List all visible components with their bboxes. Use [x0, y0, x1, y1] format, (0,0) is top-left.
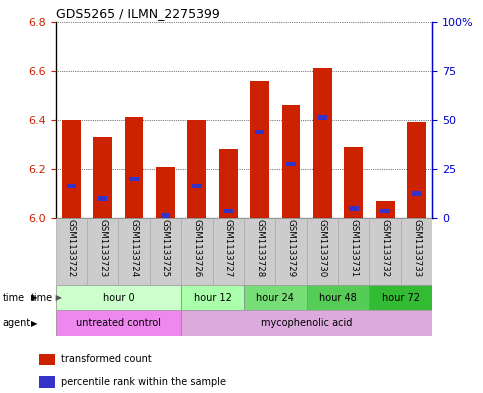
Text: GSM1133726: GSM1133726 [192, 219, 201, 278]
Text: time: time [2, 293, 25, 303]
Bar [213, 218, 244, 285]
Text: GSM1133722: GSM1133722 [67, 219, 76, 278]
Text: GSM1133725: GSM1133725 [161, 219, 170, 278]
Bar [255, 130, 264, 134]
Bar [40, 376, 56, 387]
Bar [307, 285, 369, 310]
Text: GDS5265 / ILMN_2275399: GDS5265 / ILMN_2275399 [56, 7, 219, 20]
Text: GSM1133732: GSM1133732 [381, 219, 390, 278]
Text: ▶: ▶ [31, 293, 38, 302]
Text: hour 48: hour 48 [319, 293, 357, 303]
Bar [161, 213, 170, 218]
Bar [187, 120, 206, 218]
Text: GSM1133728: GSM1133728 [255, 219, 264, 278]
Bar [181, 218, 213, 285]
Text: GSM1133727: GSM1133727 [224, 219, 233, 278]
Bar [369, 218, 401, 285]
Text: hour 24: hour 24 [256, 293, 294, 303]
Bar [56, 285, 181, 310]
Bar [412, 191, 421, 196]
Text: GSM1133730: GSM1133730 [318, 219, 327, 278]
Text: time: time [31, 293, 53, 303]
Text: GSM1133723: GSM1133723 [98, 219, 107, 278]
Bar [224, 209, 233, 213]
Bar [56, 310, 181, 336]
Bar [244, 218, 275, 285]
Bar [181, 310, 432, 336]
Text: percentile rank within the sample: percentile rank within the sample [61, 377, 227, 387]
Bar [118, 218, 150, 285]
Bar [318, 115, 327, 119]
Bar [250, 81, 269, 218]
Bar [93, 137, 112, 218]
Bar [286, 162, 296, 166]
Text: transformed count: transformed count [61, 354, 152, 364]
Bar [307, 218, 338, 285]
Bar [344, 147, 363, 218]
Bar [87, 218, 118, 285]
Bar [129, 176, 139, 181]
Text: hour 0: hour 0 [102, 293, 134, 303]
Text: hour 12: hour 12 [194, 293, 231, 303]
Bar [67, 184, 76, 188]
Bar [56, 218, 87, 285]
Bar [150, 218, 181, 285]
Bar [40, 354, 56, 365]
Text: hour 72: hour 72 [382, 293, 420, 303]
Text: ▶: ▶ [31, 319, 38, 328]
Bar [349, 206, 358, 211]
Bar [156, 167, 175, 218]
Bar [192, 184, 201, 188]
Bar [282, 105, 300, 218]
Bar [125, 118, 143, 218]
Bar [376, 201, 395, 218]
Bar [401, 218, 432, 285]
Bar [219, 149, 238, 218]
Bar [62, 120, 81, 218]
Text: mycophenolic acid: mycophenolic acid [261, 318, 353, 328]
Text: untreated control: untreated control [76, 318, 161, 328]
Bar [338, 218, 369, 285]
Text: GSM1133729: GSM1133729 [286, 219, 296, 277]
Text: GSM1133731: GSM1133731 [349, 219, 358, 278]
Text: ▶: ▶ [53, 293, 62, 302]
Bar [244, 285, 307, 310]
Bar [98, 196, 107, 201]
Bar [407, 122, 426, 218]
Text: agent: agent [2, 318, 30, 328]
Bar [369, 285, 432, 310]
Bar [313, 68, 332, 218]
Bar [275, 218, 307, 285]
Bar [381, 209, 390, 213]
Text: GSM1133733: GSM1133733 [412, 219, 421, 278]
Bar [181, 285, 244, 310]
Text: GSM1133724: GSM1133724 [129, 219, 139, 278]
